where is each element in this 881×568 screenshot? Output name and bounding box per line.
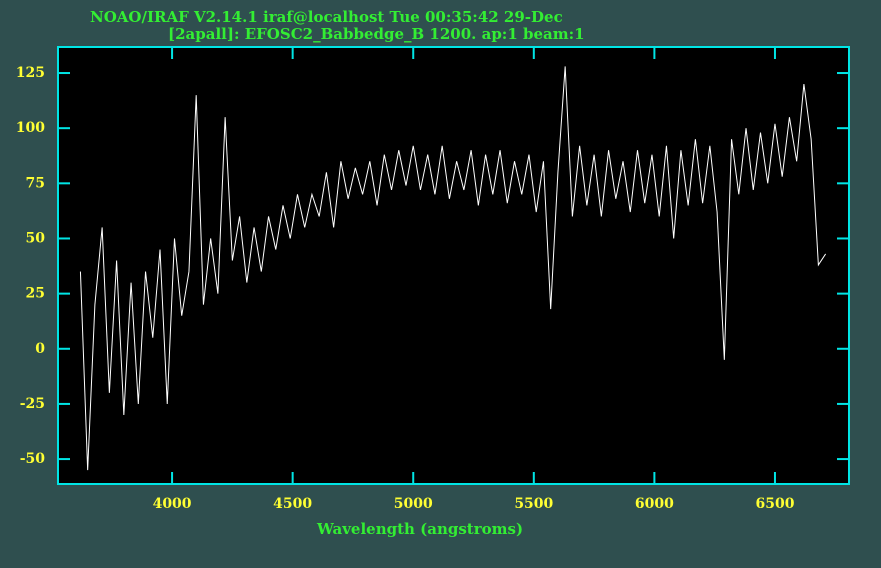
y-tick-label: 50 bbox=[26, 230, 46, 246]
y-tick-label: 0 bbox=[35, 341, 45, 357]
x-tick-label: 4500 bbox=[273, 496, 312, 512]
y-tick-label: 75 bbox=[26, 175, 45, 191]
x-tick-label: 5500 bbox=[514, 496, 553, 512]
x-tick-label: 6000 bbox=[635, 496, 674, 512]
chart-subtitle: [2apall]: EFOSC2_Babbedge_B 1200. ap:1 b… bbox=[168, 25, 585, 43]
y-tick-label: 25 bbox=[26, 286, 45, 302]
y-tick-label: 100 bbox=[16, 120, 45, 136]
spectrum-line bbox=[79, 66, 827, 471]
y-tick-label: 125 bbox=[16, 65, 45, 81]
y-tick-label: -50 bbox=[20, 451, 46, 467]
y-tick-label: -25 bbox=[20, 396, 45, 412]
x-tick-label: 4000 bbox=[153, 496, 192, 512]
x-tick-label: 5000 bbox=[394, 496, 433, 512]
chart-title: NOAO/IRAF V2.14.1 iraf@localhost Tue 00:… bbox=[90, 8, 563, 26]
x-tick-label: 6500 bbox=[755, 496, 794, 512]
x-axis-label: Wavelength (angstroms) bbox=[316, 520, 523, 538]
plot-frame bbox=[57, 46, 850, 485]
